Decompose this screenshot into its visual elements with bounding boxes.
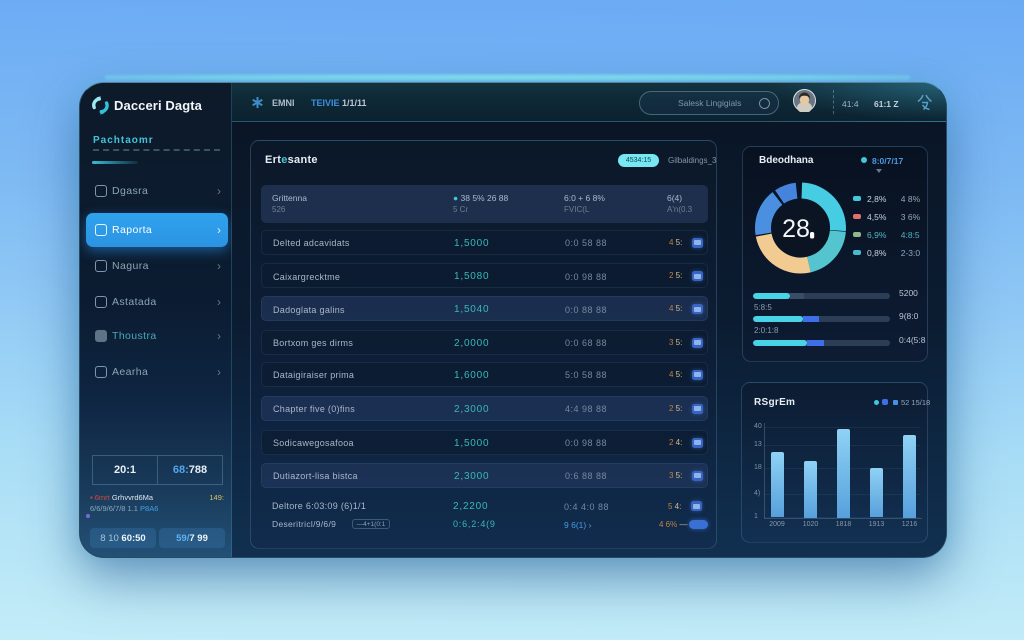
svg-text:28: 28 bbox=[782, 215, 810, 243]
